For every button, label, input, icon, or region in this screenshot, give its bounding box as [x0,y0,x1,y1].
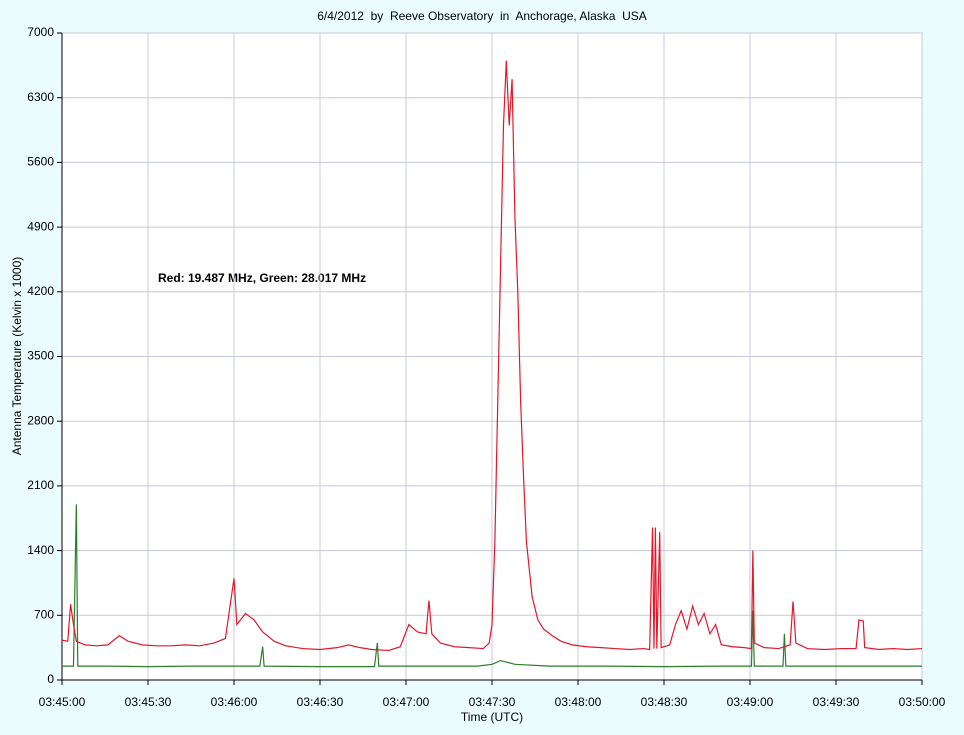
y-tick-label: 3500 [27,349,54,363]
series-line [61,60,923,652]
y-tick-label: 2100 [27,478,54,492]
y-tick-label: 4900 [27,219,54,233]
x-tick-label: 03:50:00 [899,695,946,709]
y-tick-label: 1400 [27,543,54,557]
y-tick-label: 0 [47,672,54,686]
x-tick-label: 03:48:00 [555,695,602,709]
x-tick-label: 03:45:30 [125,695,172,709]
series-line [62,504,922,668]
y-axis-label: Antenna Temperature (Kelvin x 1000) [10,257,24,456]
y-tick-label: 5600 [27,155,54,169]
x-tick-label: 03:48:30 [641,695,688,709]
x-tick-label: 03:45:00 [39,695,86,709]
x-tick-label: 03:46:30 [297,695,344,709]
x-axis-label: Time (UTC) [461,710,523,724]
annotation: Red: 19.487 MHz, Green: 28.017 MHz [158,271,366,285]
x-tick-label: 03:47:00 [383,695,430,709]
x-tick-label: 03:49:00 [727,695,774,709]
x-tick-label: 03:47:30 [469,695,516,709]
y-tick-label: 700 [34,607,54,621]
y-tick-label: 6300 [27,90,54,104]
x-tick-label: 03:46:00 [211,695,258,709]
y-tick-label: 2800 [27,413,54,427]
y-tick-label: 4200 [27,284,54,298]
chart-title: 6/4/2012 by Reeve Observatory in Anchora… [317,9,647,23]
x-tick-label: 03:49:30 [813,695,860,709]
y-tick-label: 7000 [27,25,54,39]
